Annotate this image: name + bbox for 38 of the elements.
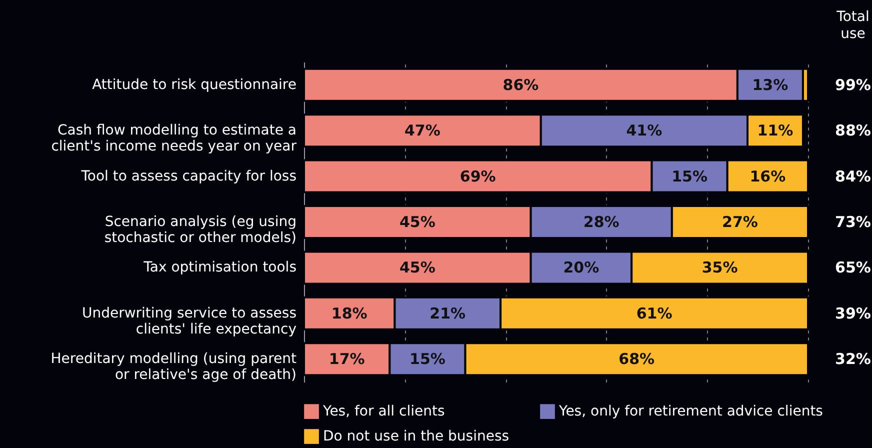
legend-label: Yes, for all clients [322,404,445,420]
data-label: 18% [331,304,368,322]
data-label: 28% [583,213,620,231]
data-label: 20% [563,258,600,277]
y-tick-label: Hereditary modelling (using parent or relative's age of death) [50,351,297,384]
data-label: 45% [399,213,436,231]
data-label: 69% [460,167,496,186]
data-label: 11% [757,122,794,140]
y-tick-label: Scenario analysis (eg using stochastic or other models) [104,214,296,246]
text: 99% [835,76,871,94]
text: 88% [835,122,871,140]
y-tick-label: Tax optimisation tools [142,260,296,276]
data-label: 68% [618,350,655,368]
text: 32% [835,350,871,368]
data-label: 86% [502,76,539,94]
y-tick-label: Cash flow modelling to estimate a client's income needs year on year [51,122,297,155]
data-label: 13% [752,76,788,94]
legend-label: Yes, only for retirement advice clients [558,404,823,420]
text: 73% [835,213,871,231]
data-label: 61% [636,304,672,322]
data-label: 35% [702,258,738,277]
text: 65% [835,258,871,277]
data-label: 15% [410,350,446,368]
text: 39% [835,304,871,322]
y-tick-label: Attitude to risk questionnaire [92,76,296,93]
data-label: 45% [399,258,436,277]
y-tick-label: Underwriting service to assess clients' life expectancy [82,305,296,338]
data-label: 16% [750,167,786,186]
data-label: 15% [672,167,708,186]
data-label: 17% [328,350,365,368]
data-label: 47% [404,122,440,140]
legend-label: Do not use in the business [323,428,510,444]
data-label: 41% [626,122,662,140]
data-label: 21% [430,304,466,322]
data-label: 27% [722,213,758,231]
y-tick-label: Tool to assess capacity for loss [80,168,296,184]
text: 84% [835,167,871,186]
text: Total use [836,9,870,42]
